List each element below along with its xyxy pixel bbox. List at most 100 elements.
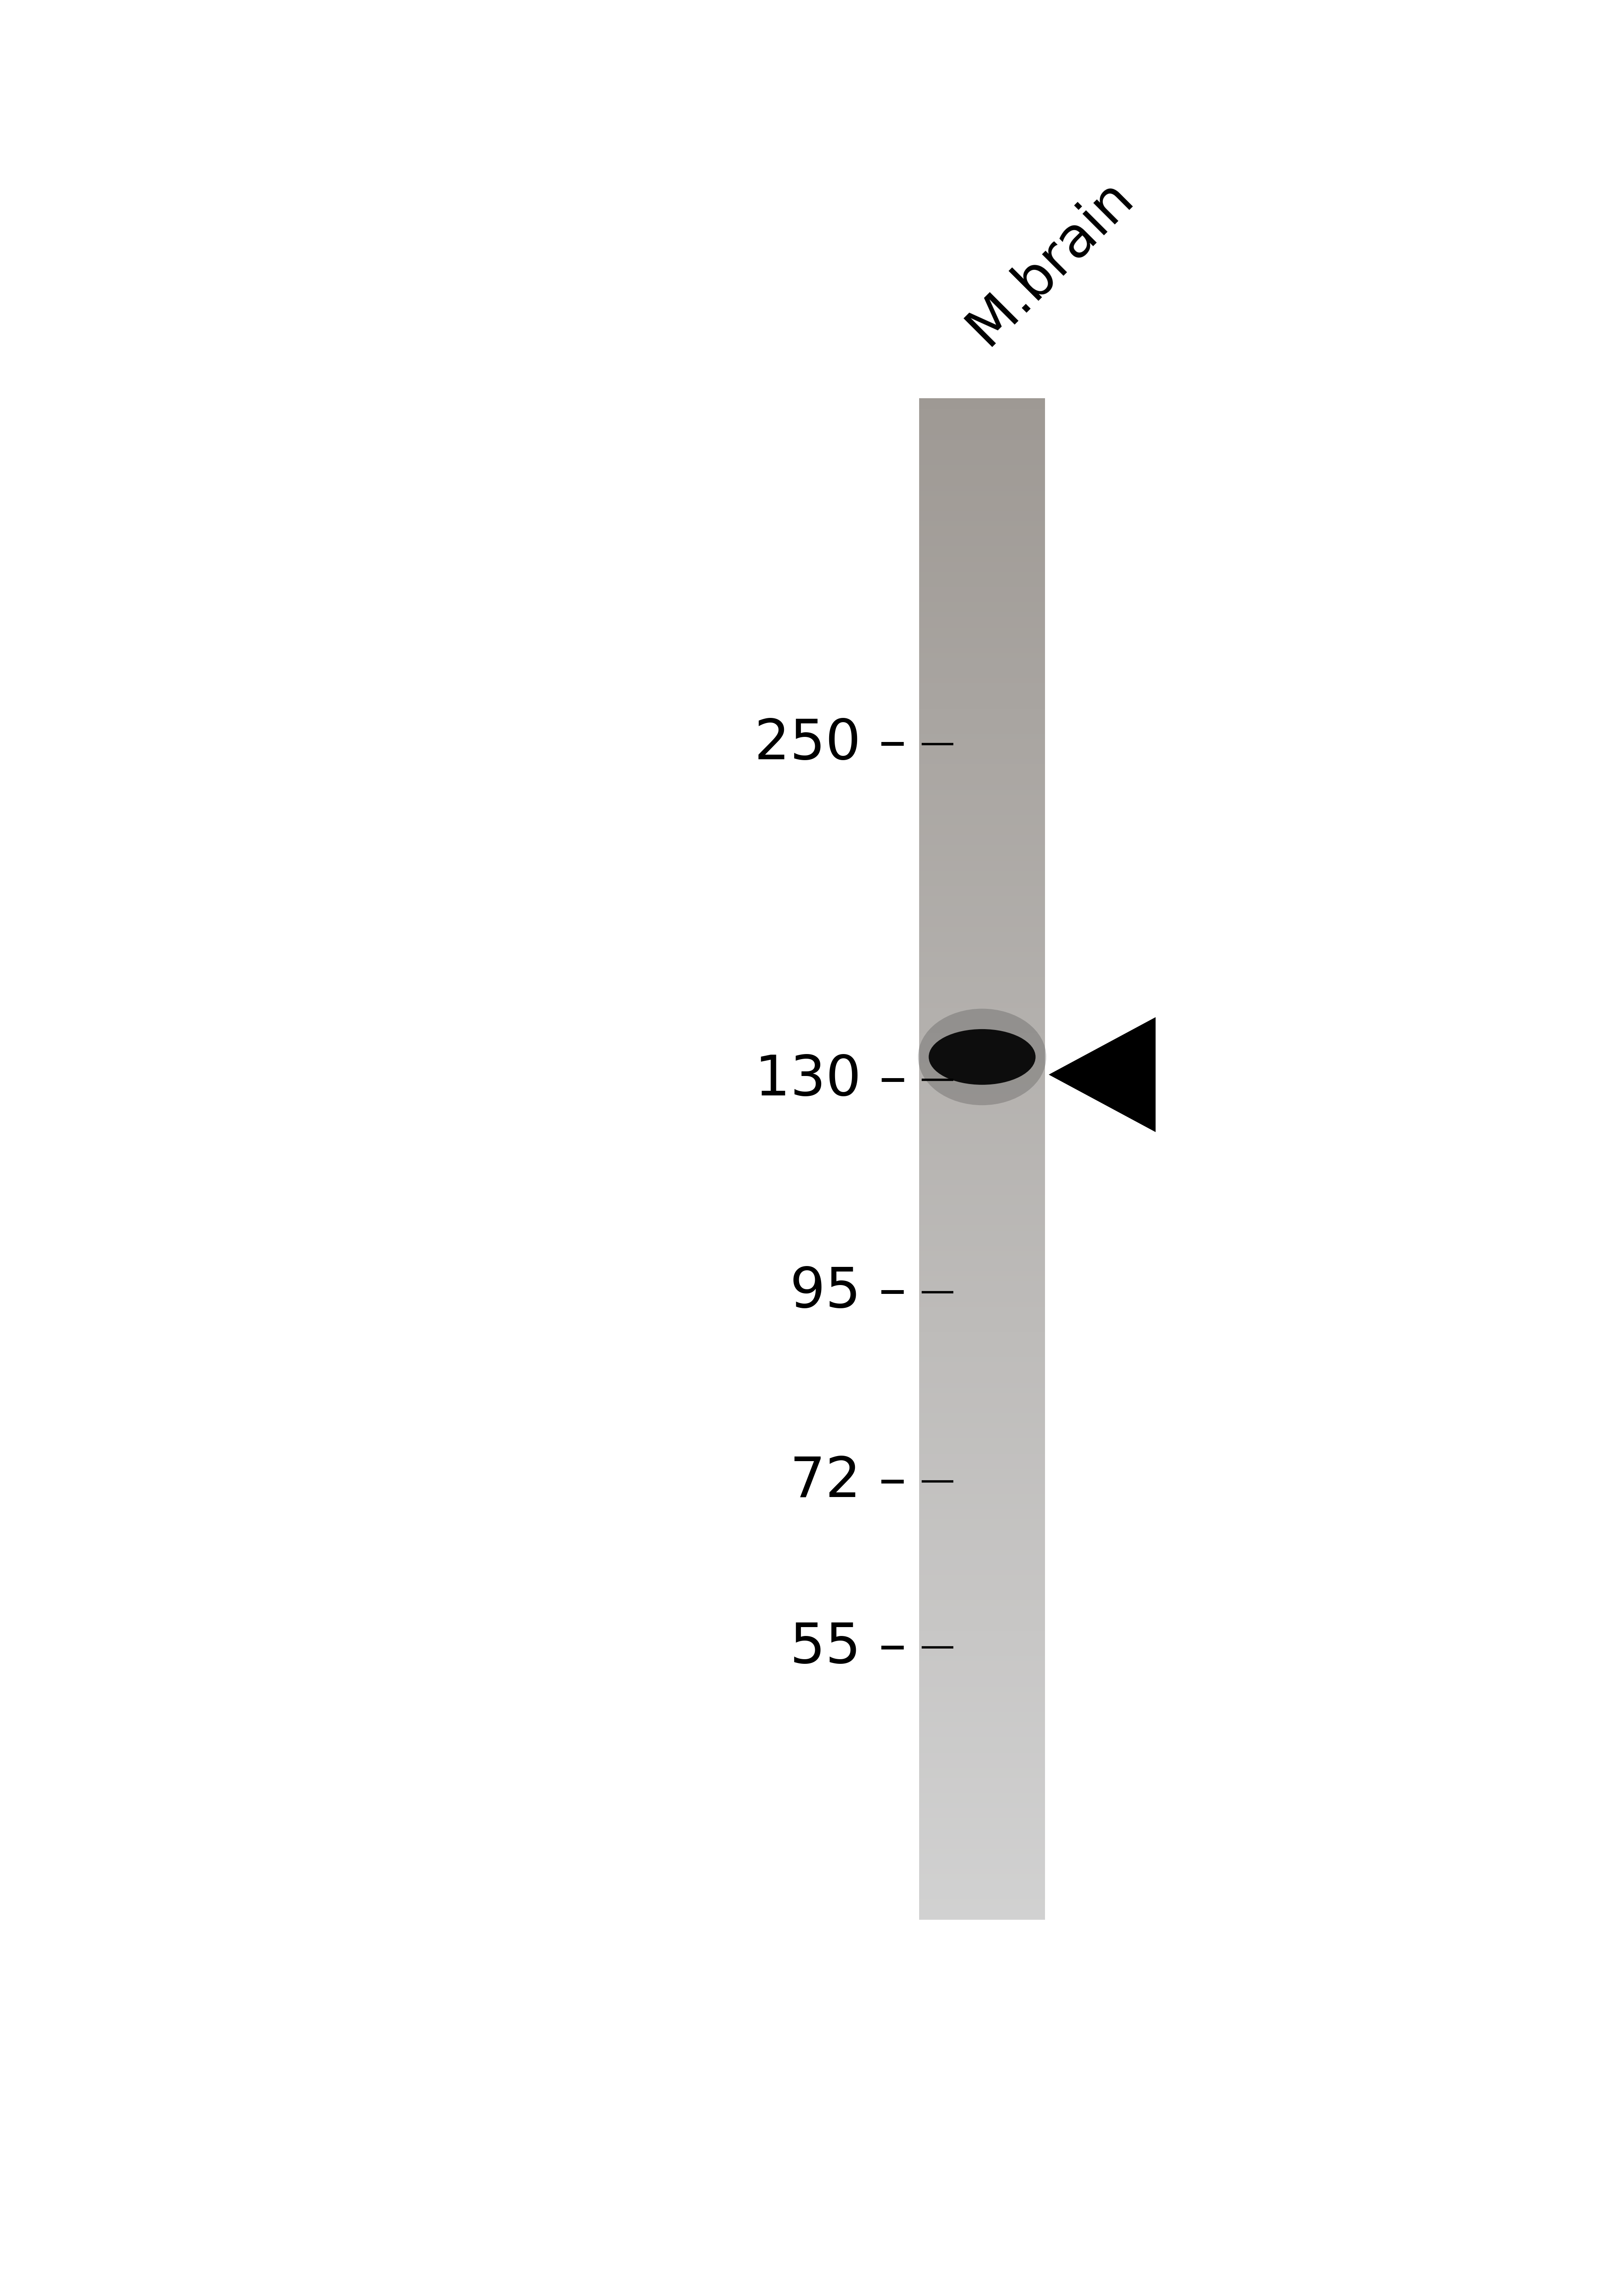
Bar [920,673,1045,677]
Bar [920,1325,1045,1332]
Bar [920,962,1045,967]
Bar [920,1894,1045,1899]
Bar [920,1727,1045,1731]
Bar [920,652,1045,657]
Bar [920,698,1045,703]
Text: 250 –: 250 – [754,716,907,771]
Bar [920,501,1045,505]
Bar [920,955,1045,962]
Bar [920,1256,1045,1261]
Bar [920,732,1045,739]
Bar [920,1736,1045,1743]
Bar [920,778,1045,785]
Bar [920,1756,1045,1763]
Bar [920,967,1045,971]
Bar [920,1270,1045,1277]
Bar [920,1655,1045,1662]
Bar [920,1134,1045,1139]
Bar [920,1437,1045,1444]
Bar [920,1139,1045,1143]
Bar [920,1715,1045,1722]
Bar [920,1072,1045,1079]
Bar [920,1173,1045,1180]
Bar [920,1828,1045,1835]
Bar [920,1102,1045,1109]
Bar [920,1752,1045,1756]
Bar [920,934,1045,941]
Bar [920,1362,1045,1368]
Bar [920,1685,1045,1692]
Bar [920,443,1045,450]
Bar [920,1453,1045,1458]
Bar [920,1341,1045,1348]
Bar [920,1265,1045,1272]
Bar [920,1442,1045,1449]
Bar [920,1189,1045,1194]
Bar [920,1047,1045,1054]
Bar [920,1874,1045,1878]
Bar [920,622,1045,627]
Bar [920,1614,1045,1621]
Bar [920,900,1045,907]
Bar [920,1761,1045,1768]
Bar [920,1504,1045,1508]
Bar [920,996,1045,1003]
Bar [920,1802,1045,1809]
Bar [920,875,1045,882]
Bar [920,1013,1045,1017]
Bar [920,1837,1045,1844]
Bar [920,1244,1045,1251]
Bar [920,1479,1045,1483]
Bar [920,494,1045,501]
Bar [920,815,1045,820]
Bar [920,1529,1045,1534]
Bar [920,1056,1045,1063]
Bar [920,560,1045,567]
Bar [920,1006,1045,1013]
Bar [920,1651,1045,1655]
Bar [920,1626,1045,1630]
Bar [920,1492,1045,1499]
Bar [920,1026,1045,1033]
Bar [920,602,1045,606]
Bar [920,455,1045,459]
Bar [920,1747,1045,1752]
Bar [920,1097,1045,1104]
Bar [920,1093,1045,1100]
Bar [920,1042,1045,1047]
Bar [920,1261,1045,1265]
Bar [920,946,1045,951]
Bar [920,1646,1045,1651]
Bar [920,1818,1045,1823]
Bar [920,1378,1045,1382]
Bar [920,799,1045,804]
Bar [920,581,1045,588]
Bar [920,788,1045,794]
Bar [920,804,1045,810]
Bar [920,1731,1045,1738]
Bar [920,556,1045,563]
Bar [920,891,1045,895]
Bar [920,1421,1045,1428]
Bar [920,1428,1045,1433]
Bar [920,1593,1045,1600]
Bar [920,1240,1045,1247]
Bar [920,1159,1045,1164]
Bar [920,1887,1045,1894]
Bar [920,1518,1045,1525]
Bar [920,1219,1045,1226]
Bar [920,1463,1045,1469]
Bar [920,459,1045,466]
Bar [920,1148,1045,1155]
Bar [920,758,1045,765]
Bar [920,1052,1045,1058]
Bar [920,1306,1045,1311]
Bar [920,1407,1045,1412]
Bar [920,1022,1045,1029]
Bar [920,576,1045,581]
Bar [920,1169,1045,1176]
Bar [920,1088,1045,1093]
Bar [920,1513,1045,1520]
Bar [920,1844,1045,1848]
Bar [920,1681,1045,1688]
